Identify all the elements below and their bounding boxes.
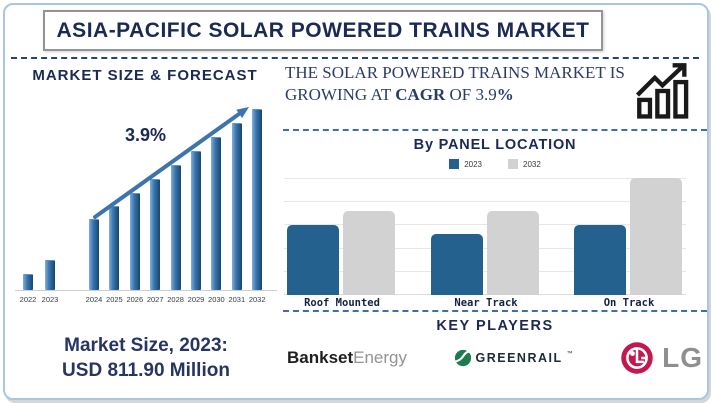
gridline <box>284 224 686 226</box>
headline-pct: % <box>496 84 514 104</box>
key-players-row: Bankset Energy GREENRAIL ™ LG <box>287 335 703 381</box>
year-label-2023: 2023 <box>41 295 59 304</box>
year-label-2030: 2030 <box>208 295 225 304</box>
legend-item-2032: 2032 <box>508 159 541 169</box>
market-size-line1: Market Size, 2023: <box>64 335 228 356</box>
headline-separator <box>283 129 707 131</box>
year-label-2026: 2026 <box>126 295 144 304</box>
legend-swatch-2032 <box>508 159 518 169</box>
infographic-frame: ASIA-PACIFIC SOLAR POWERED TRAINS MARKET… <box>3 3 709 400</box>
greenrail-logo-text: GREENRAIL <box>475 351 563 365</box>
panel-location-plot <box>284 177 686 295</box>
forecast-bar-2024 <box>89 219 99 290</box>
market-forecast-chart: 3.9% 2022 2023 2024 2025 2026 2027 2028 2029 203… <box>15 97 277 304</box>
year-label-2031: 2031 <box>228 295 246 304</box>
trend-arrow-icon <box>93 107 249 219</box>
left-chart-title: MARKET SIZE & FORECAST <box>32 67 258 84</box>
forecast-bar-2026 <box>129 193 140 290</box>
market-size-line2: USD 811.90 Million <box>62 360 230 381</box>
growth-chart-icon <box>635 63 689 119</box>
chart-separator <box>283 310 707 312</box>
panel-location-legend: 2023 2032 <box>283 159 707 169</box>
logo-bankset-energy: Bankset Energy <box>287 348 407 368</box>
forecast-bar-2022 <box>23 274 33 290</box>
logo-lg: LG <box>619 340 703 376</box>
bankset-logo-text-bold: Bankset <box>287 348 354 367</box>
bar-on-track-2032 <box>630 178 682 295</box>
bar-roof-mounted-2023 <box>287 224 339 295</box>
forecast-bar-2029 <box>191 151 201 290</box>
market-size-callout: Market Size, 2023: USD 811.90 Million <box>17 333 275 383</box>
year-label-2027: 2027 <box>146 295 164 304</box>
headline: THE SOLAR POWERED TRAINS MARKET IS GROWI… <box>285 62 630 105</box>
gridline <box>284 201 686 203</box>
left-chart-baseline <box>15 290 277 291</box>
forecast-bar-2027 <box>150 179 161 290</box>
legend-label-2023: 2023 <box>464 159 482 169</box>
cagr-annotation: 3.9% <box>125 125 167 145</box>
year-label-2025: 2025 <box>106 295 123 304</box>
logo-greenrail: GREENRAIL ™ <box>454 349 573 367</box>
year-label-2032: 2032 <box>248 295 266 304</box>
legend-label-2032: 2032 <box>523 159 541 169</box>
year-label-2024: 2024 <box>85 295 103 304</box>
category-label-on-track: On Track <box>603 297 655 309</box>
lg-logo-text: LG <box>662 342 703 373</box>
headline-seg1: THE SOLAR POWERED TRAINS MARKET IS GROWI… <box>285 63 625 104</box>
headline-seg2: OF 3.9 <box>445 84 497 104</box>
gridline <box>284 294 686 295</box>
gridline <box>284 247 686 249</box>
category-label-near-track: Near Track <box>454 297 518 309</box>
main-title-box: ASIA-PACIFIC SOLAR POWERED TRAINS MARKET <box>43 10 603 51</box>
bar-roof-mounted-2032 <box>343 210 395 295</box>
forecast-bar-2023 <box>45 260 55 290</box>
forecast-bar-2030 <box>211 137 222 290</box>
greenrail-trademark: ™ <box>566 351 573 357</box>
forecast-bar-2025 <box>109 206 120 290</box>
panel-location-categories: Roof Mounted Near Track On Track <box>284 297 686 311</box>
gridline <box>284 178 686 179</box>
title-separator <box>11 57 699 59</box>
panel-location-heading: By PANEL LOCATION <box>413 137 577 153</box>
bankset-logo-text-light: Energy <box>353 348 408 367</box>
gridline <box>284 270 686 272</box>
bar-near-track-2032 <box>487 210 539 295</box>
bar-near-track-2023 <box>431 234 483 295</box>
category-label-roof-mounted: Roof Mounted <box>304 297 380 309</box>
forecast-bar-2028 <box>170 165 181 290</box>
year-label-2028: 2028 <box>167 295 184 304</box>
legend-swatch-2023 <box>449 159 460 169</box>
forecast-bar-2031 <box>231 123 242 290</box>
lg-face-icon <box>621 342 653 374</box>
greenrail-leaf-icon <box>454 349 471 367</box>
forecast-bar-2032 <box>252 109 263 290</box>
headline-cagr: CAGR <box>395 84 446 104</box>
key-players-heading: KEY PLAYERS <box>436 318 554 334</box>
year-label-2022: 2022 <box>19 295 37 304</box>
legend-item-2023: 2023 <box>449 159 482 169</box>
bar-on-track-2023 <box>574 224 626 295</box>
year-label-2029: 2029 <box>187 295 205 304</box>
page-title: ASIA-PACIFIC SOLAR POWERED TRAINS MARKET <box>56 18 590 42</box>
